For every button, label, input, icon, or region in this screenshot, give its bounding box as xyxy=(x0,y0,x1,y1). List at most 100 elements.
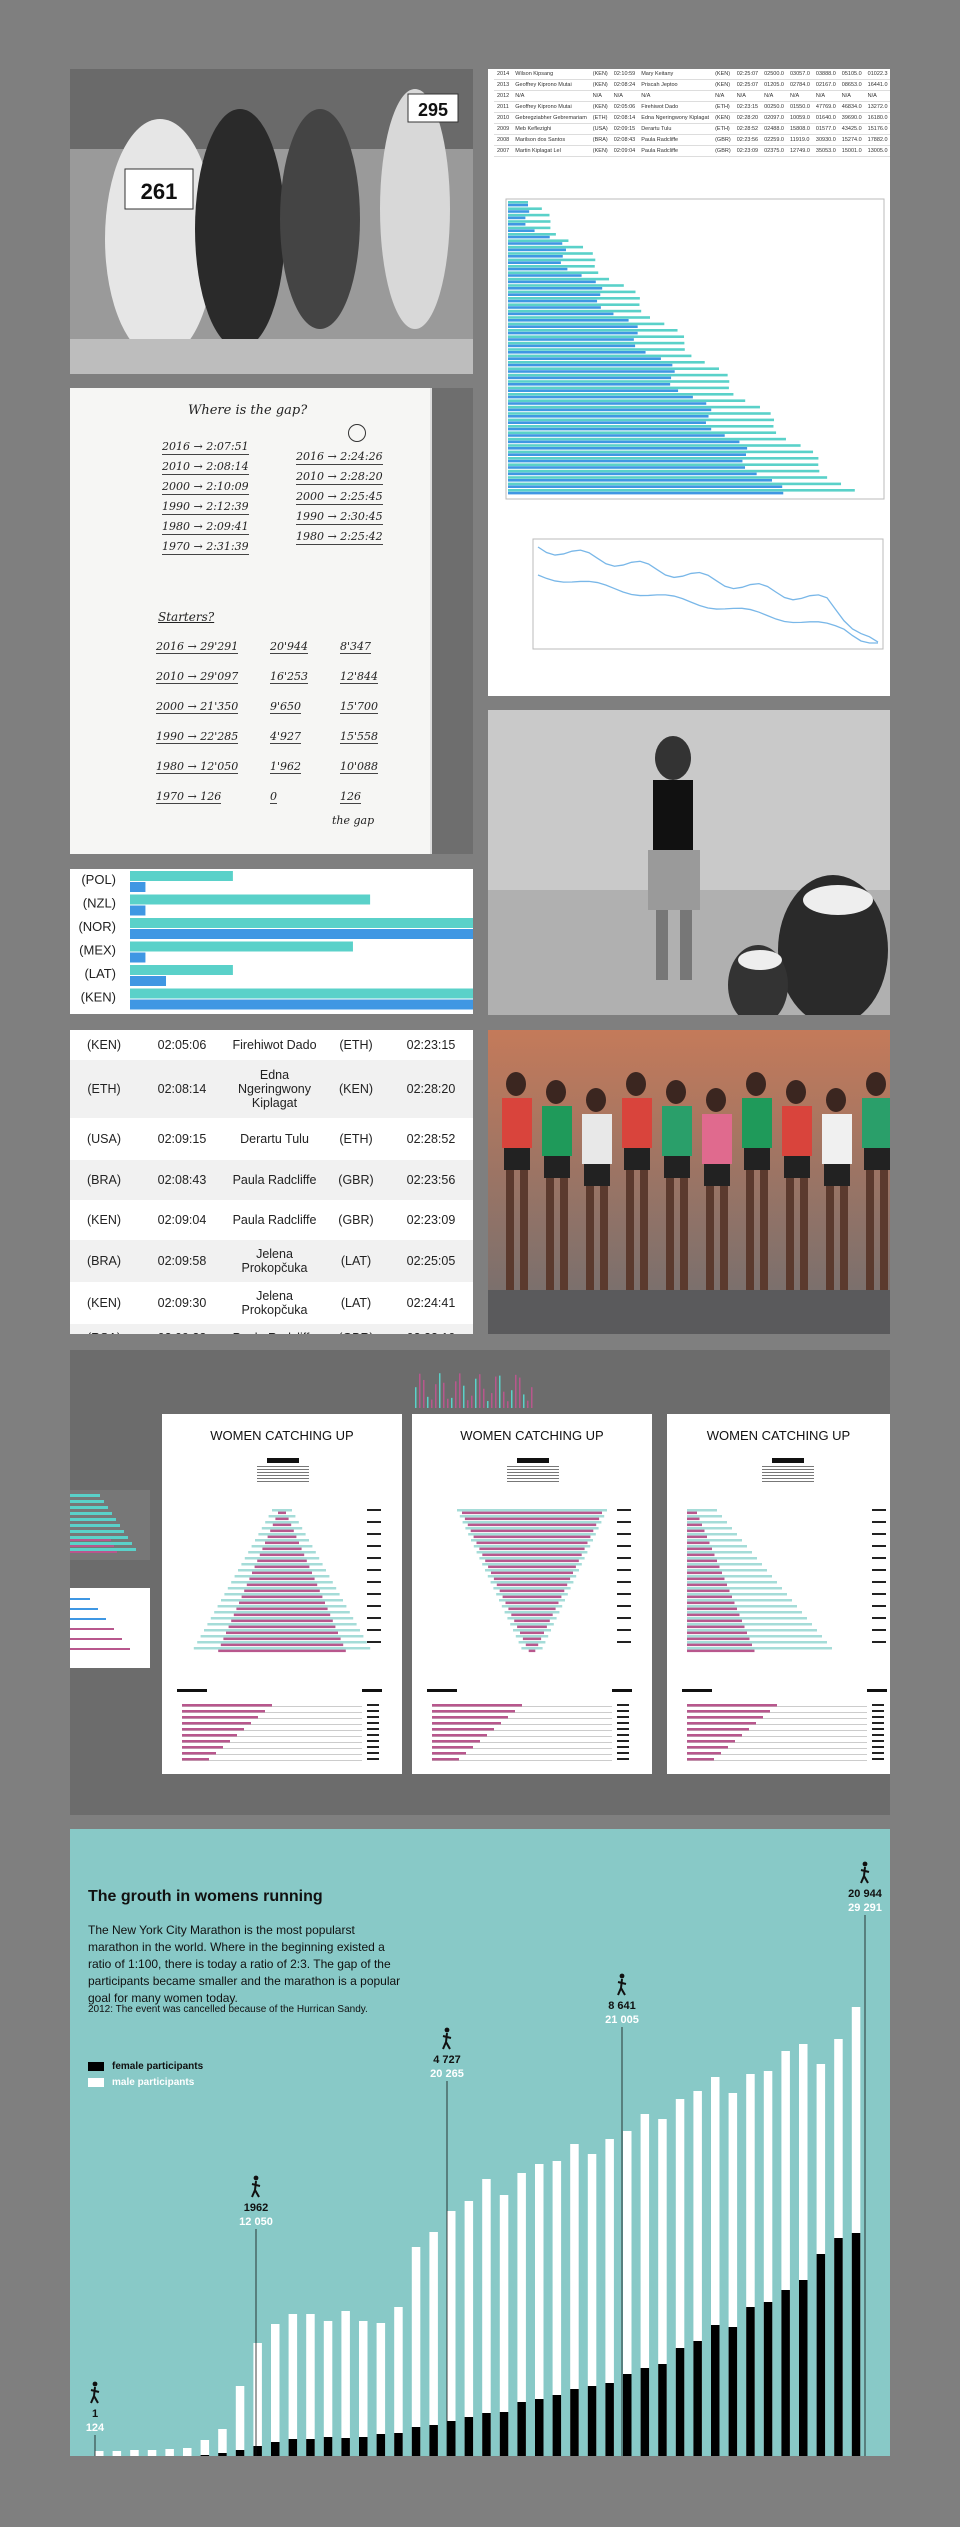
bar xyxy=(508,363,673,367)
bar xyxy=(508,405,760,409)
bar xyxy=(70,1618,106,1620)
runner-leg xyxy=(546,1178,554,1298)
bar xyxy=(508,319,629,322)
table-cell: (USA) xyxy=(589,123,611,135)
bar xyxy=(130,882,146,892)
runner-head xyxy=(586,1088,606,1112)
table-cell: 15808.0 xyxy=(787,123,813,135)
bar xyxy=(528,1649,536,1653)
plot-frame xyxy=(505,198,885,500)
bar xyxy=(70,1608,98,1610)
bar xyxy=(470,1529,594,1533)
poster-marker xyxy=(617,1629,631,1631)
bar xyxy=(130,929,473,939)
bar xyxy=(508,299,598,303)
poster-marker xyxy=(367,1728,379,1730)
bar xyxy=(687,1607,737,1611)
bar xyxy=(70,1530,124,1533)
notebook-women-count: 20'944 xyxy=(270,640,309,654)
poster-gridline xyxy=(687,1724,867,1725)
table-cell: 02:05:06 xyxy=(610,101,639,113)
bar xyxy=(508,370,675,373)
runner-leg xyxy=(600,1186,608,1306)
bar xyxy=(272,1509,292,1512)
bar xyxy=(130,905,146,916)
runner-leg xyxy=(760,1170,768,1290)
table-cell: 46834.0 xyxy=(838,101,865,113)
table-cell: Edna Ngeringwony Kiplagat xyxy=(638,112,713,124)
bar xyxy=(687,1625,745,1629)
poster-marker xyxy=(872,1617,886,1619)
bar-female xyxy=(781,2290,790,2456)
table-cell: Martin Kiplagat Lel xyxy=(512,145,590,157)
table-cell: 02:08:43 xyxy=(610,134,639,146)
runner-shirt xyxy=(782,1106,812,1156)
bar xyxy=(482,1563,582,1566)
bar xyxy=(508,235,550,239)
runner-head xyxy=(546,1080,566,1104)
poster-marker xyxy=(872,1593,886,1595)
table-cell: Priscah Jeptoo xyxy=(638,79,713,91)
bar xyxy=(687,1581,777,1584)
poster-caption-line xyxy=(257,1475,309,1476)
bar-male xyxy=(253,2343,262,2456)
poster-label-bar xyxy=(867,1689,887,1692)
table-cell: 17882.0 xyxy=(864,134,890,146)
bar xyxy=(508,226,551,230)
bar-male xyxy=(394,2307,403,2456)
table-cell: N/A xyxy=(864,90,890,102)
callout-female: 20 944 xyxy=(848,1888,883,1900)
bar xyxy=(248,1551,316,1554)
bar xyxy=(687,1647,832,1650)
bar xyxy=(415,1387,417,1408)
table-cell: (GBR) xyxy=(338,1213,374,1227)
bar xyxy=(508,271,599,274)
bar-male xyxy=(183,2448,192,2456)
poster-gridline xyxy=(182,1718,362,1719)
notebook-men-count: 15'558 xyxy=(340,730,379,744)
table-cell: 16180.0 xyxy=(864,112,890,124)
bar xyxy=(510,1623,554,1626)
winners-table: 2014 Wilson Kipsang (KEN) 02:10:59 Mary Keit… xyxy=(494,69,890,157)
table-cell: 02:09:04 xyxy=(157,1213,207,1227)
runner-shirt xyxy=(662,1106,692,1156)
notebook-line: 2016 → 2:07:51 xyxy=(162,440,249,455)
bar-female xyxy=(535,2399,544,2456)
table-cell: 02:23:15 xyxy=(406,1038,456,1052)
bar xyxy=(513,1629,551,1632)
runner-shorts xyxy=(624,1148,650,1170)
infographic-title: The grouth in womens running xyxy=(88,1888,323,1905)
bar xyxy=(70,1542,132,1545)
bar xyxy=(464,1517,600,1521)
poster-caption-line xyxy=(507,1466,559,1467)
callout-female: 8 641 xyxy=(608,2000,636,2012)
bar xyxy=(427,1396,429,1408)
table-cell: N/A xyxy=(712,90,734,102)
table-cell: (KEN) xyxy=(712,69,734,80)
side-chart-white xyxy=(70,1588,150,1668)
bar xyxy=(508,367,719,370)
table-cell: 02:09:30 xyxy=(157,1296,207,1310)
participants-bar-chart: 1 124 1962 12 050 4 727 20 265 8 641 21 005 20 9… xyxy=(86,1861,883,2456)
bar xyxy=(507,1401,509,1408)
bar-male xyxy=(799,2044,808,2456)
bar xyxy=(493,1587,571,1590)
bar-male xyxy=(429,2232,438,2456)
bar-female xyxy=(341,2438,350,2456)
poster-gridline xyxy=(432,1748,612,1749)
bar xyxy=(508,255,563,258)
runner-leg xyxy=(840,1186,848,1306)
bar xyxy=(182,1746,223,1749)
notebook-heading: Where is the gap? xyxy=(188,403,308,418)
bar xyxy=(257,1559,307,1563)
poster-caption-line xyxy=(257,1466,309,1467)
poster-marker xyxy=(872,1704,884,1706)
poster-label-bar xyxy=(427,1689,457,1692)
bar xyxy=(508,485,783,488)
bar xyxy=(70,1648,130,1650)
bar xyxy=(182,1716,258,1719)
table-row: (KEN) 02:05:06 Firehiwot Dado (ETH) 02:23:15 xyxy=(70,1030,473,1060)
bar-male xyxy=(552,2161,562,2456)
poster-gridline xyxy=(432,1736,612,1737)
bar-female xyxy=(763,2302,773,2456)
